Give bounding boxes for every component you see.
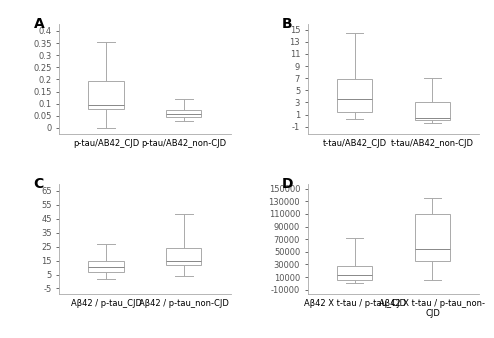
PathPatch shape: [415, 102, 450, 120]
Text: C: C: [34, 177, 44, 191]
PathPatch shape: [337, 79, 372, 112]
PathPatch shape: [88, 261, 124, 272]
PathPatch shape: [166, 248, 202, 265]
Text: D: D: [282, 177, 293, 191]
PathPatch shape: [166, 111, 202, 117]
PathPatch shape: [415, 214, 450, 261]
PathPatch shape: [337, 266, 372, 280]
Text: A: A: [34, 17, 44, 31]
Text: B: B: [282, 17, 293, 31]
PathPatch shape: [88, 81, 124, 108]
